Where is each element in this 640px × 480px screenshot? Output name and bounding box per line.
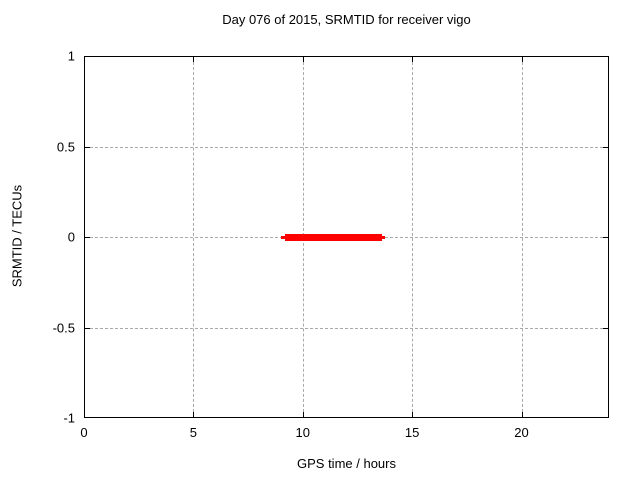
data-series-segment	[285, 233, 382, 241]
y-tick-mark-right	[603, 327, 608, 329]
y-gridline	[85, 327, 608, 329]
y-tick-label: -0.5	[52, 320, 75, 335]
y-tick-mark-left	[85, 237, 90, 238]
y-gridline	[85, 146, 608, 148]
y-tick-label: 0	[67, 229, 75, 245]
x-tick-mark-top	[302, 57, 304, 62]
x-tick-label: 20	[514, 425, 529, 440]
y-tick-label: 1	[67, 48, 75, 64]
x-tick-label: 10	[295, 425, 310, 440]
x-tick-mark-bottom	[412, 412, 414, 417]
x-tick-label: 0	[80, 425, 88, 440]
x-tick-label: 15	[404, 425, 420, 440]
x-axis-label: GPS time / hours	[297, 456, 396, 471]
plot-area	[84, 56, 609, 418]
chart-title: Day 076 of 2015, SRMTID for receiver vig…	[222, 12, 471, 27]
y-tick-label: -1	[63, 410, 75, 426]
y-tick-label: 0.5	[56, 139, 75, 154]
x-tick-mark-bottom	[521, 412, 523, 417]
x-tick-mark-top	[521, 57, 523, 62]
y-tick-mark-left	[85, 327, 90, 329]
x-tick-mark-bottom	[302, 412, 304, 417]
y-tick-mark-left	[85, 146, 90, 148]
x-tick-label: 5	[189, 425, 197, 440]
y-tick-mark-right	[603, 237, 608, 238]
y-axis-label: SRMTID / TECUs	[9, 184, 25, 288]
y-tick-mark-right	[603, 146, 608, 148]
x-tick-mark-top	[412, 57, 414, 62]
x-tick-mark-top	[193, 57, 195, 62]
x-tick-mark-bottom	[193, 412, 195, 417]
